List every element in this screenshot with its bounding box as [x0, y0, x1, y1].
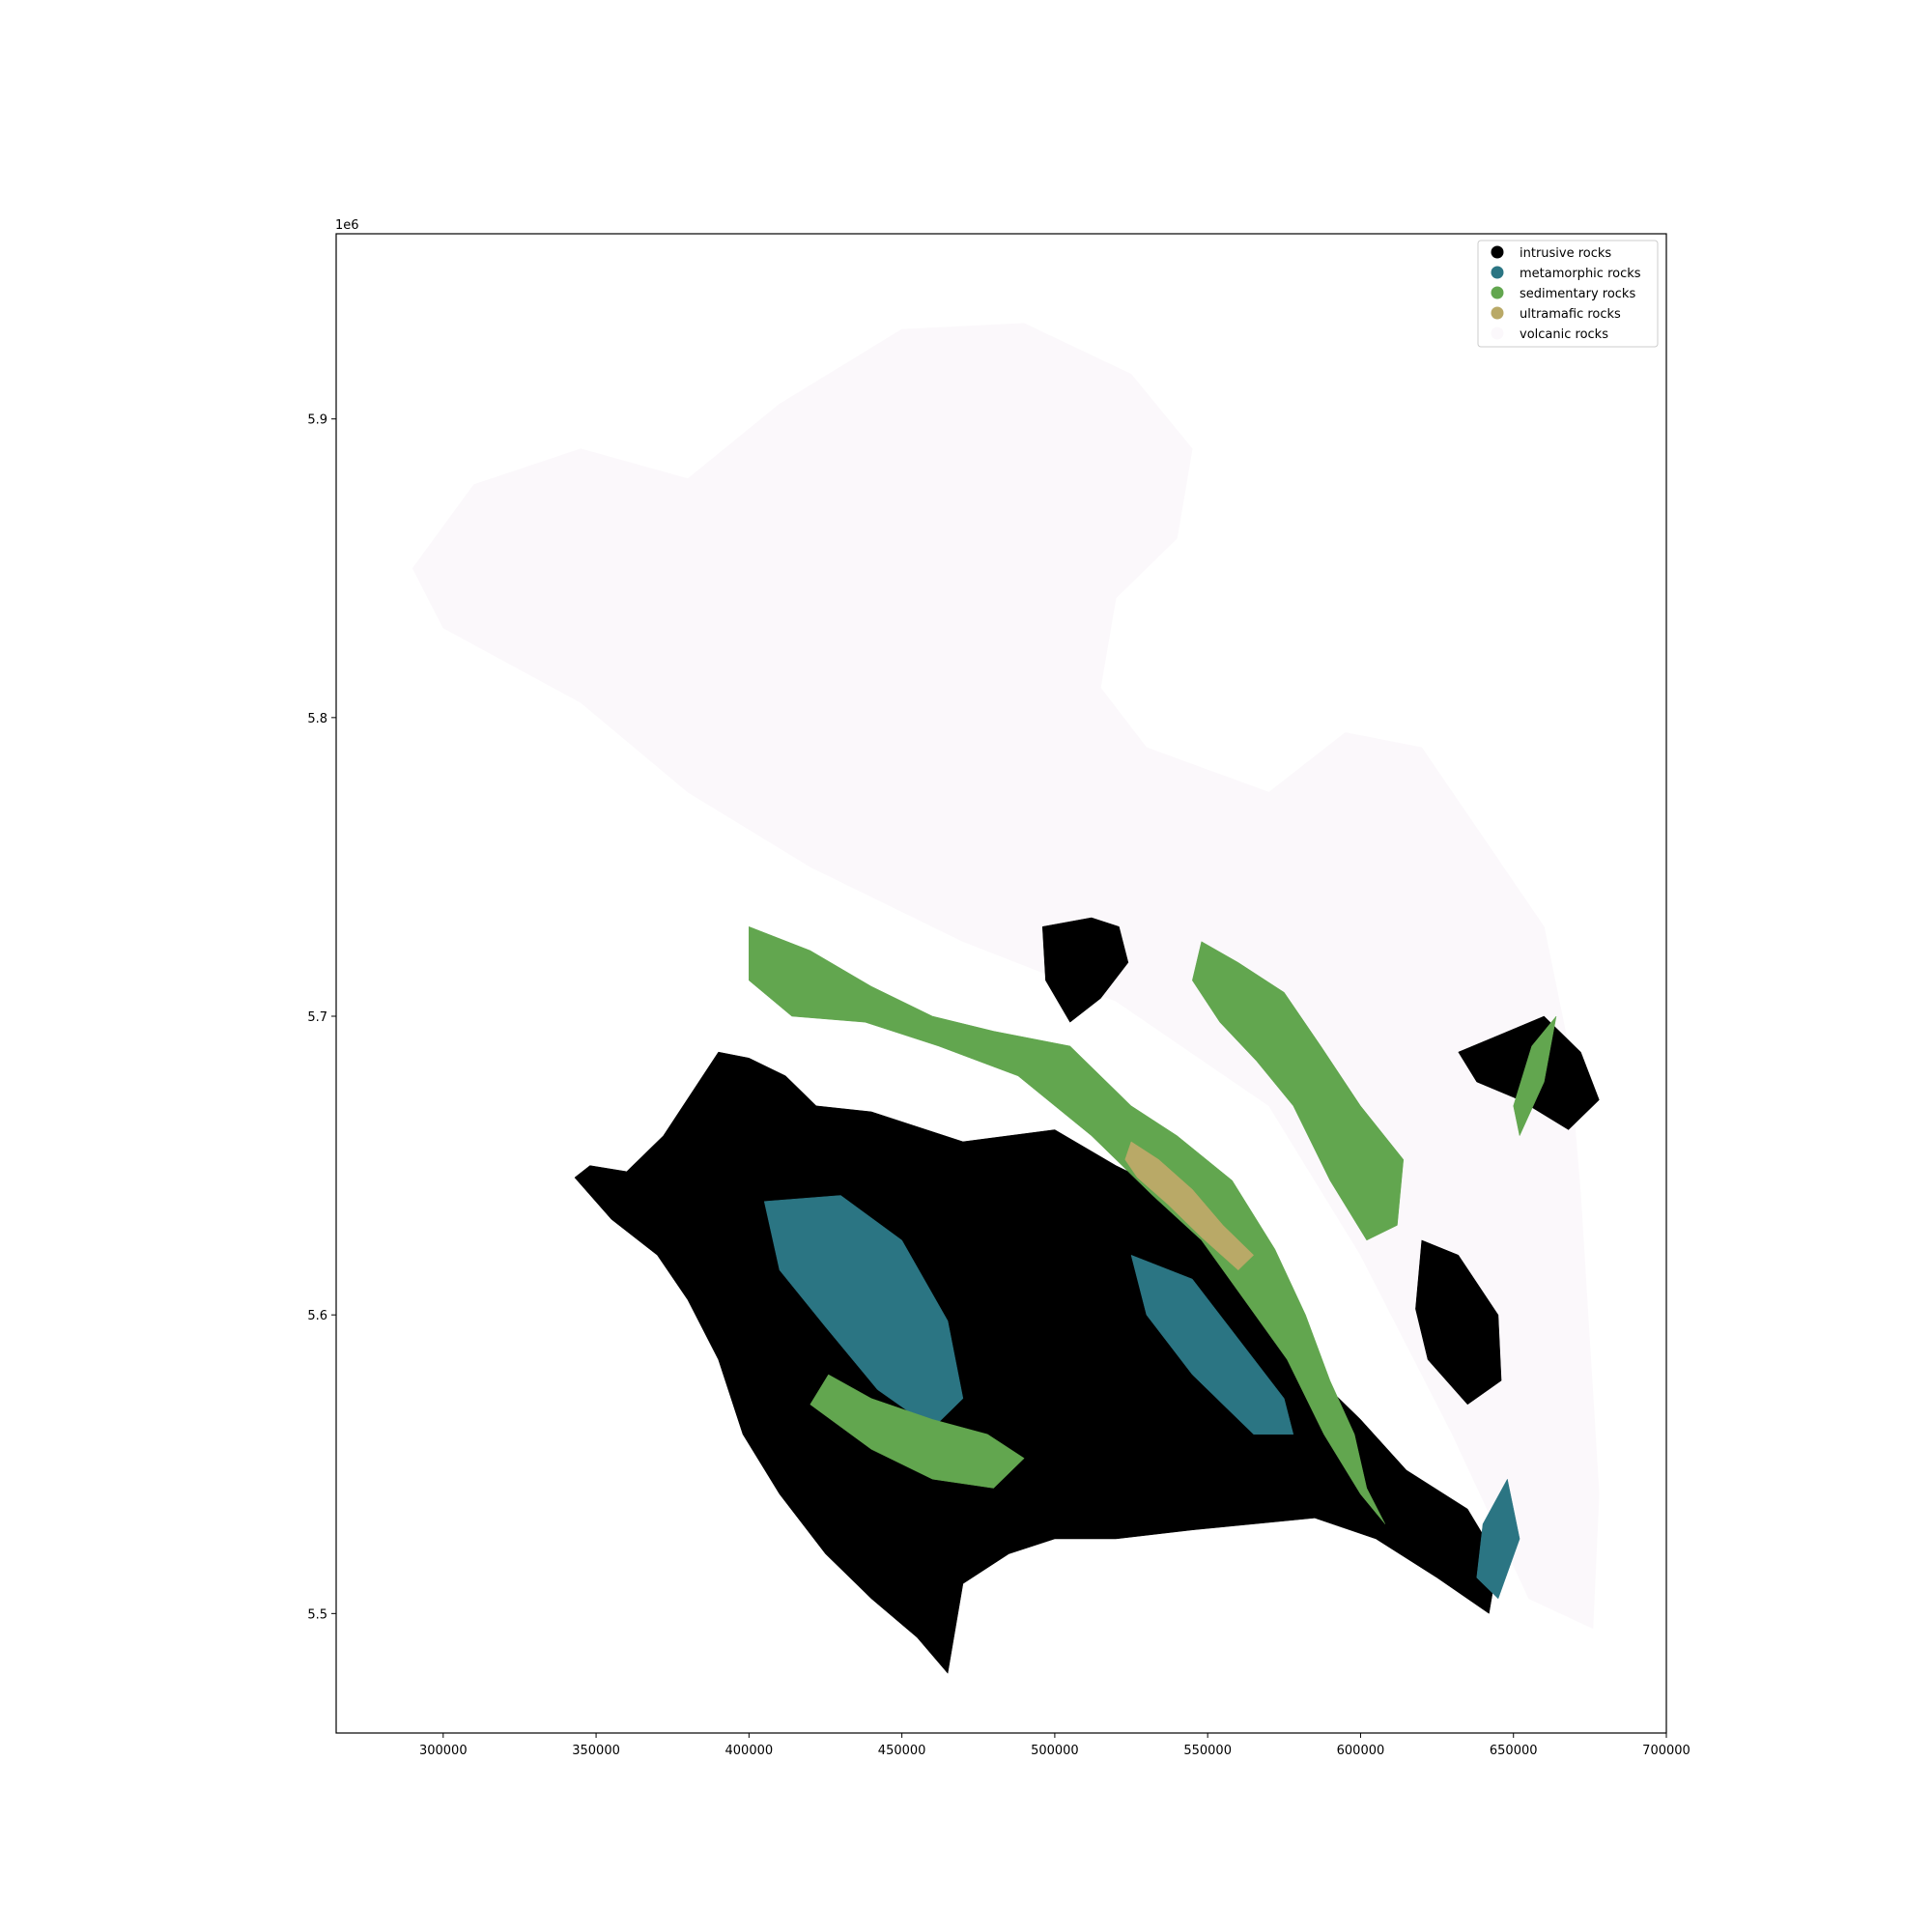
legend-label: metamorphic rocks [1520, 267, 1641, 281]
legend-label: ultramafic rocks [1520, 307, 1621, 322]
legend-marker [1491, 245, 1504, 259]
legend-box [1477, 240, 1659, 348]
legend-label: sedimentary rocks [1520, 287, 1635, 301]
x-tick-label: 300000 [419, 1744, 468, 1758]
ultramafic-rocks-polygon [1124, 1141, 1255, 1271]
legend-marker [1491, 327, 1504, 340]
y-axis-offset-label: 1e6 [335, 218, 359, 233]
y-tick-label: 5.7 [307, 1010, 327, 1025]
legend-marker [1491, 306, 1504, 320]
y-tick-label: 5.9 [307, 413, 327, 428]
sedimentary-rocks-polygon [749, 925, 1386, 1524]
plot-frame [335, 233, 1667, 1734]
x-axis: 300000 350000 400000 450000 500000 550000 6000… [419, 1733, 1690, 1758]
volcanic-rocks-polygon [412, 323, 1600, 1630]
legend-label: intrusive rocks [1520, 246, 1611, 261]
x-tick-label: 400000 [725, 1744, 774, 1758]
metamorphic-rocks-polygon [763, 1195, 964, 1430]
legend-label: volcanic rocks [1520, 327, 1608, 342]
geologic-units-layer [412, 323, 1600, 1674]
sedimentary-rocks-polygon [1192, 941, 1405, 1241]
y-tick-label: 5.8 [307, 712, 327, 726]
y-tick-label: 5.5 [307, 1607, 327, 1622]
x-tick-label: 550000 [1183, 1744, 1232, 1758]
metamorphic-rocks-polygon [1130, 1254, 1294, 1435]
x-tick-label: 350000 [572, 1744, 620, 1758]
intrusive-rocks-polygon [1041, 917, 1129, 1023]
x-tick-label: 600000 [1337, 1744, 1385, 1758]
metamorphic-rocks-polygon [1476, 1478, 1520, 1600]
legend: intrusive rocks metamorphic rocks sediment… [1477, 240, 1659, 348]
x-tick-label: 650000 [1490, 1744, 1538, 1758]
sedimentary-rocks-polygon [810, 1374, 1025, 1489]
y-tick-label: 5.6 [307, 1309, 327, 1323]
x-tick-label: 700000 [1642, 1744, 1690, 1758]
legend-marker [1491, 286, 1504, 299]
x-tick-label: 450000 [878, 1744, 926, 1758]
x-tick-label: 500000 [1031, 1744, 1079, 1758]
intrusive-rocks-polygon [1415, 1239, 1502, 1406]
sedimentary-rocks-polygon [1513, 1015, 1557, 1137]
legend-marker [1491, 266, 1504, 279]
y-axis: 5.5 5.6 5.7 5.8 5.9 [307, 413, 336, 1622]
